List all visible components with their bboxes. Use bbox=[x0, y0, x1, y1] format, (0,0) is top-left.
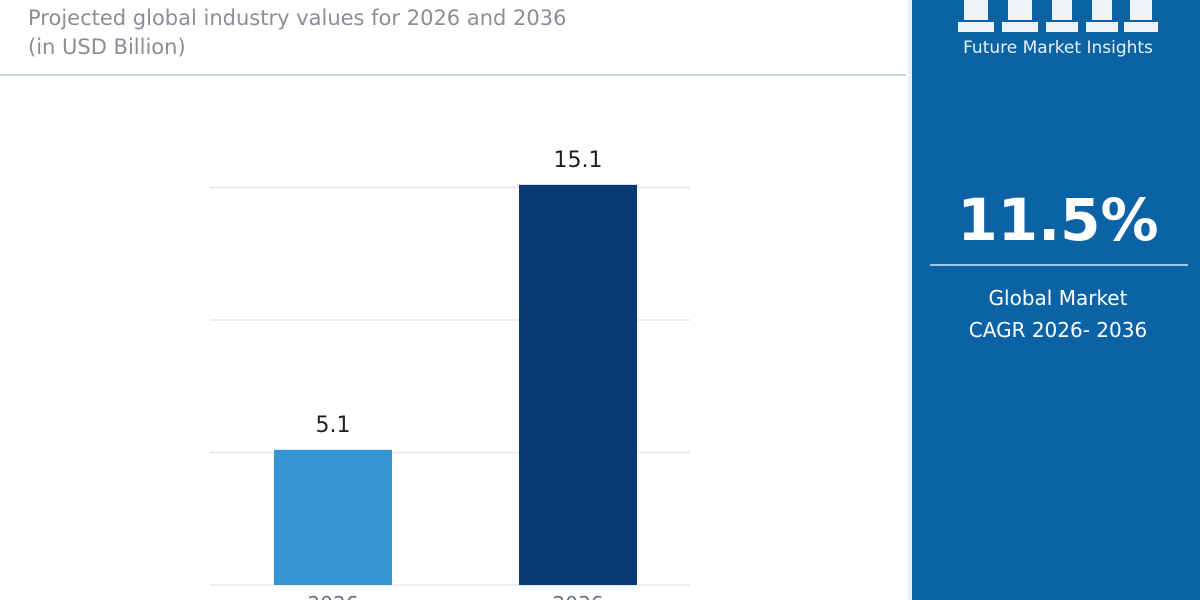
category-label: 2036 bbox=[553, 592, 604, 600]
cagr-value: 11.5% bbox=[957, 186, 1159, 254]
cagr-label-line1: Global Market bbox=[988, 286, 1128, 310]
cagr-panel: Future Market Insights 11.5% Global Mark… bbox=[908, 0, 1200, 600]
data-label: 15.1 bbox=[554, 148, 603, 173]
cagr-label-line2: CAGR 2026- 2036 bbox=[968, 318, 1148, 342]
category-label: 2026 bbox=[308, 592, 359, 600]
brand-name: Future Market Insights bbox=[963, 38, 1153, 58]
fmi-logo-icon bbox=[958, 0, 1158, 32]
chart-title: Projected global industry values for 202… bbox=[28, 4, 566, 62]
bar-chart: 5.1 2026 15.1 2036 bbox=[210, 148, 690, 600]
cagr-label: Global Market CAGR 2026- 2036 bbox=[912, 282, 1200, 346]
data-label: 5.1 bbox=[316, 413, 351, 438]
bar-2036 bbox=[519, 184, 637, 585]
chart-title-text: Projected global industry values for 202… bbox=[28, 6, 567, 30]
header-divider bbox=[0, 74, 906, 76]
bar-2026 bbox=[274, 449, 392, 585]
panel-divider bbox=[930, 264, 1188, 266]
chart-subtitle: (in USD Billion) bbox=[28, 35, 186, 59]
